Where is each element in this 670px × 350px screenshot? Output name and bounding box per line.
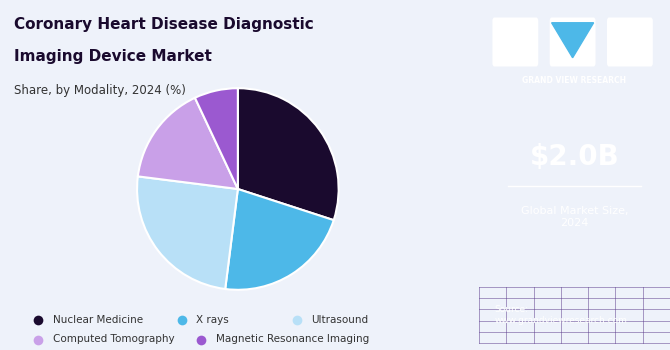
Text: Computed Tomography: Computed Tomography — [53, 335, 174, 344]
Text: Share, by Modality, 2024 (%): Share, by Modality, 2024 (%) — [14, 84, 186, 97]
Wedge shape — [238, 88, 338, 220]
Polygon shape — [551, 23, 594, 58]
Wedge shape — [225, 189, 334, 290]
Text: X rays: X rays — [196, 315, 229, 325]
Wedge shape — [138, 98, 238, 189]
Wedge shape — [195, 88, 238, 189]
Text: Ultrasound: Ultrasound — [312, 315, 368, 325]
Text: GRAND VIEW RESEARCH: GRAND VIEW RESEARCH — [523, 76, 626, 85]
Text: $2.0B: $2.0B — [530, 144, 619, 172]
FancyBboxPatch shape — [607, 18, 653, 66]
FancyBboxPatch shape — [492, 18, 538, 66]
Text: Magnetic Resonance Imaging: Magnetic Resonance Imaging — [216, 335, 368, 344]
Text: Imaging Device Market: Imaging Device Market — [14, 49, 212, 64]
Text: Nuclear Medicine: Nuclear Medicine — [53, 315, 143, 325]
FancyBboxPatch shape — [549, 18, 596, 66]
Text: Global Market Size,
2024: Global Market Size, 2024 — [521, 206, 628, 228]
Text: Coronary Heart Disease Diagnostic: Coronary Heart Disease Diagnostic — [14, 18, 314, 33]
Wedge shape — [137, 176, 238, 289]
Text: Source:
www.grandviewresearch.com: Source: www.grandviewresearch.com — [494, 305, 627, 325]
